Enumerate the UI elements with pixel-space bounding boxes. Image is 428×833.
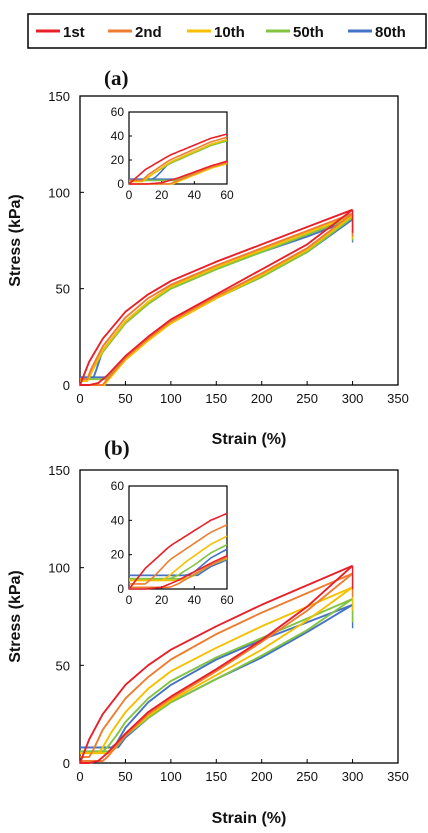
inset-unloading-curve-1st	[129, 160, 228, 185]
legend-label-1st: 1st	[63, 24, 85, 41]
inset-y-tick-label: 40	[111, 513, 125, 527]
y-tick-label: 100	[48, 185, 70, 200]
inset-x-tick-label: 60	[220, 188, 234, 202]
x-tick-label: 50	[118, 391, 132, 406]
inset-loading-curve-1st	[128, 133, 228, 185]
inset-frame	[128, 485, 228, 590]
series-1st	[79, 208, 354, 386]
y-tick-label: 150	[48, 89, 70, 104]
unloading-curve-10th	[80, 586, 354, 755]
x-axis-label: Strain (%)	[212, 810, 287, 827]
inset-loading-curve-2nd	[129, 136, 228, 182]
inset-x-tick-label: 60	[220, 593, 234, 607]
legend-label-2nd: 2nd	[135, 24, 162, 41]
loading-curve-2nd	[80, 572, 353, 759]
loading-curve-10th	[80, 214, 353, 383]
x-tick-label: 100	[160, 769, 182, 784]
unloading-curve-1st	[80, 564, 354, 764]
y-tick-label: 100	[48, 561, 70, 576]
inset-loading-curve-10th	[129, 138, 228, 183]
inset-a: 0 20 40 60 0 20 40 60	[111, 105, 234, 202]
panel-a-label: (a)	[104, 66, 129, 90]
legend-label-10th: 10th	[214, 24, 245, 41]
y-tick-label: 0	[63, 756, 70, 771]
y-axis-label: Stress (kPa)	[7, 570, 24, 663]
x-tick-label: 0	[76, 769, 83, 784]
inset-loading-curve-1st	[128, 512, 228, 590]
inset-unloading-curve-1st	[129, 554, 228, 590]
legend: 1st 2nd 10th 50th 80th	[27, 13, 427, 49]
loading-curve-1st	[79, 564, 353, 764]
inset-x-tick-label: 20	[155, 188, 169, 202]
inset-y-tick-label: 0	[117, 177, 124, 191]
series-1st	[79, 564, 354, 764]
x-tick-label: 150	[205, 391, 227, 406]
loading-curve-2nd	[80, 212, 353, 381]
y-tick-label: 0	[63, 378, 70, 393]
x-axis-label: Strain (%)	[212, 431, 287, 448]
x-tick-label: 300	[342, 391, 364, 406]
y-axis-label: Stress (kPa)	[7, 194, 24, 287]
panel-b: (b) 0 50 100 150 200 250 300 350050100150Strain…	[7, 436, 409, 827]
unloading-curve-2nd	[80, 212, 354, 386]
inset-x-tick-label: 40	[188, 593, 202, 607]
unloading-curve-1st	[80, 208, 354, 386]
x-tick-label: 250	[296, 391, 318, 406]
panel-b-label: (b)	[104, 436, 130, 460]
x-tick-label: 0	[76, 391, 83, 406]
x-tick-label: 100	[160, 391, 182, 406]
inset-x-tick-label: 0	[126, 593, 133, 607]
inset-y-tick-label: 60	[111, 479, 125, 493]
panel-a: (a) 0 50 100 150 200 250 300 350050100150Strain…	[7, 66, 409, 448]
x-tick-label: 250	[296, 769, 318, 784]
inset-x-tick-label: 40	[188, 188, 202, 202]
legend-label-50th: 50th	[293, 24, 324, 41]
x-tick-label: 350	[387, 769, 409, 784]
inset-x-tick-label: 20	[155, 593, 169, 607]
x-tick-label: 200	[251, 391, 273, 406]
y-tick-label: 50	[56, 658, 70, 673]
loading-curve-10th	[80, 586, 353, 755]
legend-label-80th: 80th	[375, 24, 406, 41]
unloading-curve-10th	[80, 214, 354, 386]
inset-unloading-curve-2nd	[129, 556, 228, 589]
plot-frame-a	[79, 95, 399, 386]
x-tick-label: 350	[387, 391, 409, 406]
unloading-curve-2nd	[80, 572, 354, 762]
inset-y-tick-label: 0	[117, 582, 124, 596]
inset-x-tick-label: 0	[126, 188, 133, 202]
y-tick-label: 50	[56, 282, 70, 297]
inset-y-tick-label: 20	[111, 548, 125, 562]
loading-curve-1st	[79, 208, 353, 386]
x-tick-label: 300	[342, 769, 364, 784]
inset-y-tick-label: 60	[111, 105, 125, 119]
inset-y-tick-label: 20	[111, 153, 125, 167]
x-tick-label: 50	[118, 769, 132, 784]
plot-frame-b	[79, 469, 399, 764]
y-tick-label: 150	[48, 463, 70, 478]
x-tick-label: 200	[251, 769, 273, 784]
x-tick-label: 150	[205, 769, 227, 784]
inset-b: 0 20 40 60 0 20 40 60	[111, 479, 234, 607]
inset-frame	[128, 111, 228, 185]
inset-y-tick-label: 40	[111, 129, 125, 143]
inset-loading-curve-2nd	[129, 524, 228, 585]
